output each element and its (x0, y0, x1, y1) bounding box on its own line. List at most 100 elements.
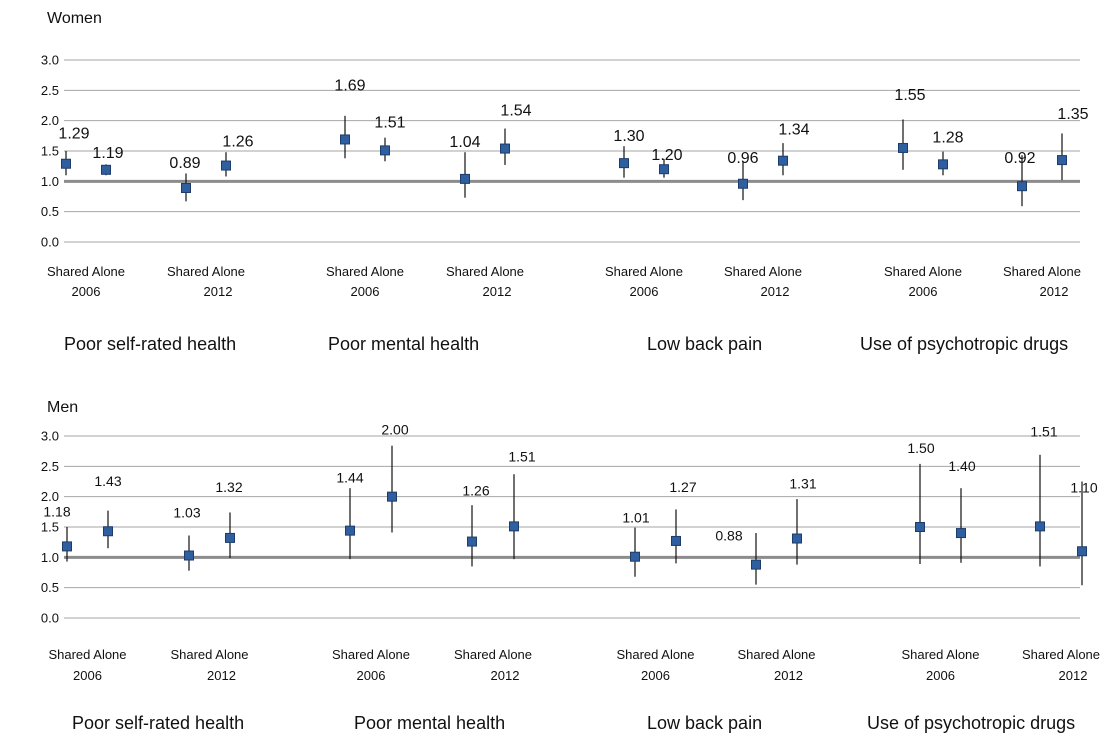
women-data-label: 1.04 (449, 134, 480, 151)
men-x-category-label: Shared Alone (1022, 647, 1100, 662)
men-x-year-label: 2012 (774, 668, 803, 683)
men-data-point (956, 528, 966, 539)
men-x-year-label: 2006 (926, 668, 955, 683)
men-data-point (1077, 546, 1087, 557)
men-data-point (184, 550, 194, 561)
women-data-point (1017, 181, 1027, 192)
men-data-point (751, 559, 761, 570)
men-x-year-label: 2012 (1059, 668, 1088, 683)
men-x-year-label: 2006 (357, 668, 386, 683)
men-data-label: 1.27 (669, 479, 696, 495)
men-data-label: 1.40 (948, 458, 975, 474)
men-panel-title: Men (47, 399, 79, 416)
women-data-label: 1.69 (334, 77, 365, 94)
men-x-category-label: Shared Alone (48, 647, 126, 662)
men-y-tick-label: 1.0 (41, 550, 59, 565)
men-data-point (62, 541, 72, 552)
men-x-year-label: 2012 (491, 668, 520, 683)
men-y-tick-label: 0.0 (41, 611, 59, 626)
women-data-point (898, 142, 908, 153)
men-data-point (792, 533, 802, 544)
women-x-year-label: 2012 (761, 284, 790, 299)
women-data-point (938, 159, 948, 170)
women-panel: Women 0.0 0.5 1.0 1.5 2.0 2.5 3.0 Shared Alone 2… (41, 10, 1089, 354)
women-data-label: 1.35 (1057, 106, 1088, 123)
women-y-tick-label: 3.0 (41, 52, 59, 67)
women-data-point (181, 183, 191, 194)
women-x-year-label: 2012 (1040, 284, 1069, 299)
women-y-tick-label: 0.5 (41, 204, 59, 219)
women-data-point (380, 145, 390, 156)
women-data-point (460, 173, 470, 184)
men-x-category-label: Shared Alone (737, 647, 815, 662)
women-data-label: 1.19 (92, 145, 123, 162)
women-data-label: 1.26 (222, 134, 253, 151)
women-y-tick-label: 1.0 (41, 174, 59, 189)
women-group-label-psychotropic: Use of psychotropic drugs (860, 334, 1069, 354)
men-y-tick-label: 2.0 (41, 489, 59, 504)
men-x-year-label: 2006 (73, 668, 102, 683)
women-y-tick-label: 2.5 (41, 83, 59, 98)
men-data-point (345, 525, 355, 536)
men-data-label: 1.03 (173, 505, 200, 521)
men-x-category-label: Shared Alone (454, 647, 532, 662)
men-data-label: 1.44 (336, 470, 363, 486)
men-group-label-psychotropic: Use of psychotropic drugs (867, 713, 1076, 733)
women-chart: 0.0 0.5 1.0 1.5 2.0 2.5 3.0 Shared Alone 2006 Sha… (41, 52, 1089, 299)
men-data-label: 1.43 (94, 473, 121, 489)
men-data-point (509, 521, 519, 532)
women-x-category-label: Shared Alone (1003, 264, 1081, 279)
women-x-category-label: Shared Alone (605, 264, 683, 279)
men-group-label-back-pain: Low back pain (647, 713, 763, 733)
men-data-label: 1.10 (1070, 479, 1097, 495)
women-data-label: 1.28 (932, 129, 963, 146)
men-x-year-label: 2012 (207, 668, 236, 683)
men-x-year-label: 2006 (641, 668, 670, 683)
women-data-label: 1.34 (778, 122, 809, 139)
men-group-label-mental: Poor mental health (354, 713, 506, 733)
men-x-category-label: Shared Alone (170, 647, 248, 662)
men-y-tick-label: 1.5 (41, 519, 59, 534)
men-data-point (103, 526, 113, 537)
women-x-year-label: 2006 (909, 284, 938, 299)
women-x-category-label: Shared Alone (884, 264, 962, 279)
men-data-label: 1.50 (907, 440, 934, 456)
men-data-label: 1.51 (1030, 423, 1057, 439)
women-data-label: 1.29 (58, 126, 89, 143)
men-y-tick-label: 3.0 (41, 428, 59, 443)
women-data-label: 0.92 (1004, 150, 1035, 167)
women-data-point (619, 158, 629, 169)
women-data-point (778, 155, 788, 166)
men-y-tick-label: 0.5 (41, 580, 59, 595)
men-data-point (630, 551, 640, 562)
women-x-year-label: 2006 (72, 284, 101, 299)
women-x-category-label: Shared Alone (724, 264, 802, 279)
men-data-point (225, 532, 235, 543)
women-x-category-label: Shared Alone (167, 264, 245, 279)
men-data-label: 1.31 (789, 476, 816, 492)
men-data-label: 1.32 (215, 479, 242, 495)
women-data-point (221, 160, 231, 171)
women-data-point (659, 164, 669, 175)
men-data-point (387, 491, 397, 502)
men-x-category-label: Shared Alone (616, 647, 694, 662)
men-x-category-label: Shared Alone (901, 647, 979, 662)
women-data-point (61, 158, 71, 169)
men-data-label: 2.00 (381, 422, 408, 438)
men-x-category-label: Shared Alone (332, 647, 410, 662)
women-x-year-label: 2006 (630, 284, 659, 299)
women-data-point (738, 178, 748, 189)
women-data-point (101, 164, 111, 175)
women-x-category-label: Shared Alone (47, 264, 125, 279)
women-group-label-self-rated: Poor self-rated health (64, 334, 237, 354)
men-y-tick-label: 2.5 (41, 459, 59, 474)
women-y-tick-label: 0.0 (41, 235, 59, 250)
men-data-point (671, 535, 681, 546)
men-group-label-self-rated: Poor self-rated health (72, 713, 245, 733)
women-data-label: 0.89 (169, 155, 200, 172)
women-data-point (340, 134, 350, 145)
women-data-label: 1.55 (894, 87, 925, 104)
women-x-year-label: 2012 (483, 284, 512, 299)
women-data-label: 1.54 (500, 103, 531, 120)
men-panel: Men 0.0 0.5 1.0 1.5 2.0 2.5 3.0 Shared Alone 200… (0, 369, 1118, 738)
